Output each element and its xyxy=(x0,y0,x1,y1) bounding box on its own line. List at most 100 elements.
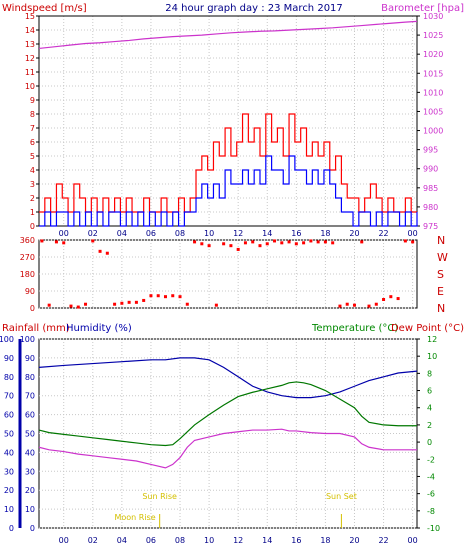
wind-time-tick-label: 02 xyxy=(88,229,98,238)
winddir-point xyxy=(105,251,109,255)
humidity-tick-label: 50 xyxy=(25,430,35,439)
winddir-tick-label: 0 xyxy=(30,304,35,313)
windspeed-tick-label: 8 xyxy=(30,110,35,119)
compass-label: N xyxy=(437,302,445,315)
winddir-tick-label: 180 xyxy=(20,270,35,279)
winddir-point xyxy=(91,239,95,243)
barometer-tick-label: 995 xyxy=(423,146,438,155)
winddir-point xyxy=(374,302,378,306)
dewpoint-line xyxy=(38,428,417,469)
compass-label: E xyxy=(437,285,444,298)
winddir-point xyxy=(302,241,306,245)
winddir-point xyxy=(134,300,138,304)
winddir-point xyxy=(171,294,175,298)
humidity-axis-label: Humidity (%) xyxy=(66,323,132,334)
windspeed-tick-label: 14 xyxy=(25,26,35,35)
winddir-point xyxy=(84,302,88,306)
winddir-point xyxy=(273,239,277,243)
wind-time-tick-label: 14 xyxy=(262,229,272,238)
barometer-axis-label: Barometer [hpa] xyxy=(381,3,464,14)
rain-time-tick-label: 00 xyxy=(59,536,69,545)
rainfall-tick-label: 10 xyxy=(4,505,14,514)
wind-time-tick-label: 12 xyxy=(233,229,243,238)
winddir-point xyxy=(222,242,226,246)
wind-time-tick-label: 18 xyxy=(320,229,330,238)
winddir-point xyxy=(265,242,269,246)
barometer-tick-label: 1025 xyxy=(423,31,443,40)
winddir-tick-label: 360 xyxy=(20,236,35,245)
winddir-point xyxy=(54,240,58,244)
barometer-tick-label: 990 xyxy=(423,165,438,174)
temperature-tick-label: 6 xyxy=(427,387,432,396)
windspeed-tick-label: 6 xyxy=(30,138,35,147)
winddir-point xyxy=(236,247,240,251)
humidity-tick-label: 90 xyxy=(25,354,35,363)
rainfall-tick-label: 100 xyxy=(0,335,14,344)
windspeed-tick-label: 4 xyxy=(30,166,35,175)
winddir-point xyxy=(193,240,197,244)
rain-time-tick-label: 04 xyxy=(117,536,127,545)
barometer-tick-label: 1005 xyxy=(423,107,443,116)
winddir-point xyxy=(287,240,291,244)
winddir-point xyxy=(280,241,284,245)
temperature-axis-label: Temperature (°C) xyxy=(311,323,398,334)
rain-time-tick-label: 16 xyxy=(291,536,301,545)
wind-time-tick-label: 00 xyxy=(408,229,418,238)
winddir-point xyxy=(62,241,66,245)
rain-time-tick-label: 12 xyxy=(233,536,243,545)
rainfall-tick-label: 50 xyxy=(4,430,14,439)
humidity-tick-label: 40 xyxy=(25,448,35,457)
temperature-tick-label: -6 xyxy=(427,490,435,499)
temperature-tick-label: 12 xyxy=(427,335,437,344)
winddir-point xyxy=(76,305,80,309)
barometer-tick-label: 985 xyxy=(423,184,438,193)
wind-time-tick-label: 00 xyxy=(59,229,69,238)
wind-time-tick-label: 06 xyxy=(146,229,156,238)
rainfall-tick-label: 30 xyxy=(4,467,14,476)
moonrise-label: Moon Rise xyxy=(114,513,155,522)
humidity-tick-label: 70 xyxy=(25,392,35,401)
temperature-tick-label: -4 xyxy=(427,472,435,481)
rainfall-axis-label: Rainfall (mm) xyxy=(2,323,70,334)
compass-label: W xyxy=(437,251,448,264)
windspeed-tick-label: 11 xyxy=(25,68,35,77)
temperature-tick-label: -10 xyxy=(427,524,440,533)
winddir-point xyxy=(200,242,204,246)
wind-time-tick-label: 20 xyxy=(349,229,359,238)
barometer-tick-label: 1030 xyxy=(423,12,443,21)
winddir-point xyxy=(309,239,313,243)
temperature-tick-label: 4 xyxy=(427,404,432,413)
rain-time-tick-label: 02 xyxy=(88,536,98,545)
barometer-tick-label: 1010 xyxy=(423,88,443,97)
humidity-tick-label: 100 xyxy=(20,335,35,344)
rainfall-tick-label: 90 xyxy=(4,354,14,363)
temperature-tick-label: 8 xyxy=(427,369,432,378)
winddir-point xyxy=(207,244,211,248)
wind-speed-line xyxy=(39,155,418,227)
wind-gust-line xyxy=(39,113,417,213)
temperature-tick-label: 2 xyxy=(427,421,432,430)
wind-time-tick-label: 10 xyxy=(204,229,214,238)
rainfall-tick-label: 60 xyxy=(4,411,14,420)
rain-time-tick-label: 10 xyxy=(204,536,214,545)
barometer-tick-label: 1015 xyxy=(423,69,443,78)
barometer-tick-label: 1000 xyxy=(423,127,443,136)
wind-time-tick-label: 16 xyxy=(291,229,301,238)
humidity-tick-label: 10 xyxy=(25,505,35,514)
temperature-tick-label: -2 xyxy=(427,455,435,464)
rain-time-tick-label: 20 xyxy=(349,536,359,545)
windspeed-tick-label: 9 xyxy=(30,96,35,105)
winddir-point xyxy=(382,298,386,301)
rain-time-tick-label: 00 xyxy=(408,536,418,545)
temperature-tick-label: 10 xyxy=(427,352,437,361)
winddir-point xyxy=(367,304,371,308)
rainfall-tick-label: 20 xyxy=(4,486,14,495)
temperature-tick-label: 0 xyxy=(427,438,432,447)
windspeed-tick-label: 10 xyxy=(25,82,35,91)
winddir-point xyxy=(396,297,400,301)
windspeed-tick-label: 15 xyxy=(25,12,35,21)
humidity-tick-label: 60 xyxy=(25,411,35,420)
dewpoint-axis-label: Dew Point (°C) xyxy=(391,323,464,334)
winddir-point xyxy=(142,298,146,302)
